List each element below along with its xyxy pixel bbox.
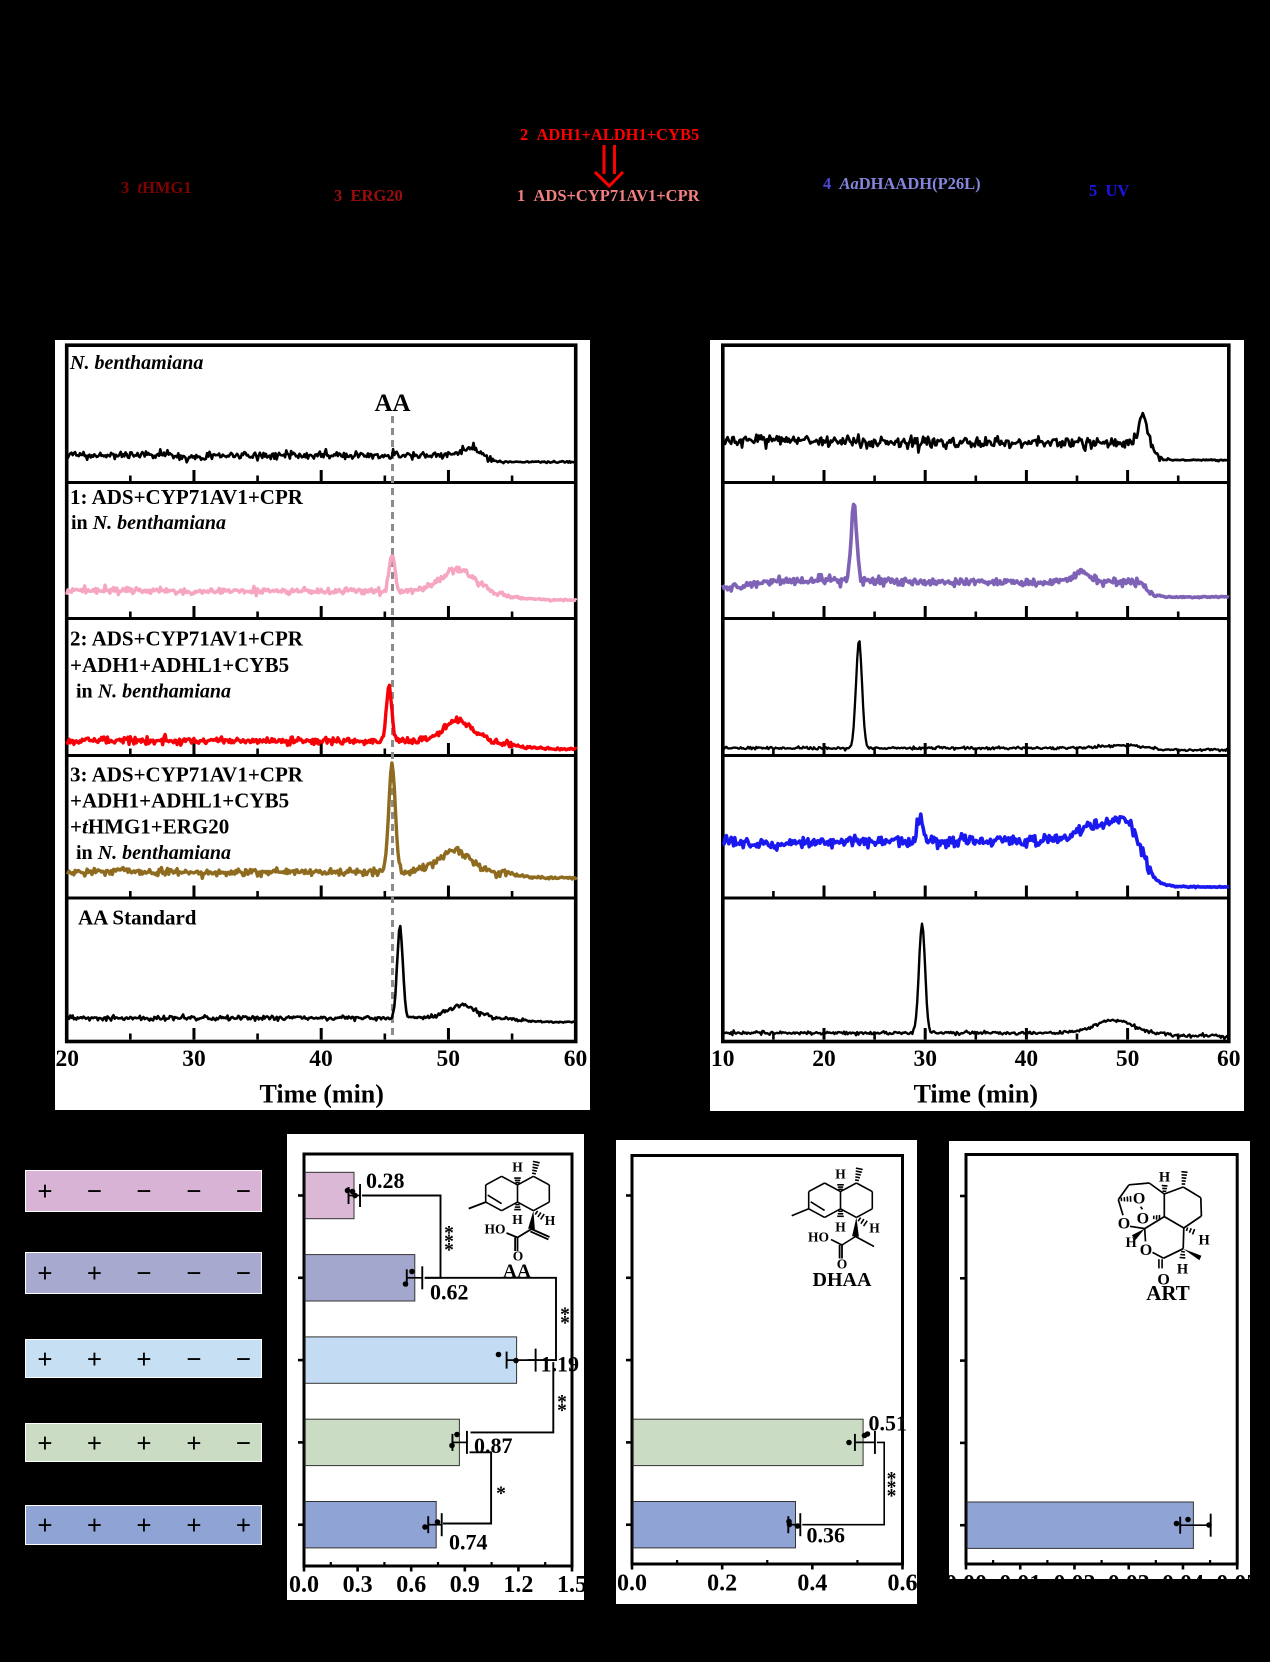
svg-text:DHAA: DHAA: [813, 1269, 872, 1291]
svg-text:H: H: [512, 1212, 523, 1227]
svg-text:H: H: [835, 1167, 846, 1182]
svg-text:50: 50: [437, 1046, 461, 1072]
svg-text:AA: AA: [374, 390, 410, 417]
svg-text:1.19: 1.19: [540, 1352, 579, 1377]
svg-text:40: 40: [309, 1046, 333, 1072]
svg-text:0.87: 0.87: [474, 1433, 513, 1458]
svg-text:0.3: 0.3: [342, 1572, 372, 1598]
svg-text:0.6: 0.6: [888, 1571, 917, 1597]
svg-text:0.05: 0.05: [1216, 1571, 1250, 1579]
svg-text:in N. benthamiana: in N. benthamiana: [76, 842, 231, 864]
svg-text:O: O: [1157, 1271, 1169, 1288]
svg-text:10: 10: [711, 1046, 735, 1072]
svg-text:*: *: [444, 1232, 454, 1253]
svg-text:0.4: 0.4: [797, 1571, 827, 1597]
svg-text:*: *: [444, 1223, 454, 1244]
svg-text:0.51: 0.51: [869, 1411, 908, 1436]
svg-text:Time (min): Time (min): [259, 1080, 383, 1109]
svg-text:*: *: [557, 1392, 567, 1413]
svg-text:*: *: [557, 1401, 567, 1422]
svg-text:+ADH1+ADHL1+CYB5: +ADH1+ADHL1+CYB5: [70, 653, 289, 677]
svg-text:0.36: 0.36: [807, 1523, 846, 1548]
svg-text:*: *: [560, 1313, 570, 1334]
svg-text:0.04: 0.04: [1161, 1571, 1203, 1579]
svg-text:3: ADS+CYP71AV1+CPR: 3: ADS+CYP71AV1+CPR: [70, 763, 304, 787]
svg-text:1.2: 1.2: [503, 1572, 533, 1598]
svg-text:30: 30: [182, 1046, 206, 1072]
svg-text:ART: ART: [1146, 1281, 1190, 1305]
svg-text:H: H: [835, 1220, 846, 1235]
svg-text:0.6: 0.6: [396, 1572, 426, 1598]
svg-text:1.5: 1.5: [557, 1572, 585, 1598]
svg-text:in N. benthamiana: in N. benthamiana: [71, 512, 226, 534]
svg-text:AA Standard: AA Standard: [78, 906, 197, 930]
svg-text:HO: HO: [484, 1222, 505, 1237]
svg-text:O: O: [1117, 1215, 1129, 1232]
svg-text:N. benthamiana: N. benthamiana: [69, 352, 203, 374]
svg-text:O: O: [1132, 1190, 1144, 1207]
svg-text:40: 40: [1015, 1046, 1039, 1072]
svg-text:0.00: 0.00: [949, 1571, 987, 1579]
svg-text:1: ADS+CYP71AV1+CPR: 1: ADS+CYP71AV1+CPR: [70, 485, 304, 509]
svg-text:50: 50: [1116, 1046, 1140, 1072]
svg-text:O: O: [512, 1249, 523, 1264]
svg-text:0.2: 0.2: [707, 1571, 737, 1597]
svg-text:*: *: [444, 1240, 454, 1261]
svg-text:0.03: 0.03: [1107, 1571, 1149, 1579]
svg-text:0.62: 0.62: [430, 1280, 469, 1305]
svg-text:*: *: [887, 1469, 897, 1490]
svg-text:H: H: [1125, 1235, 1137, 1251]
svg-text:*: *: [887, 1486, 897, 1507]
svg-text:20: 20: [56, 1046, 80, 1072]
svg-text:O: O: [837, 1257, 848, 1272]
svg-text:*: *: [496, 1484, 506, 1505]
svg-text:+tHMG1+ERG20: +tHMG1+ERG20: [70, 815, 229, 839]
svg-text:in N. benthamiana: in N. benthamiana: [76, 681, 231, 703]
svg-text:H: H: [512, 1160, 523, 1175]
svg-text:0.01: 0.01: [999, 1571, 1041, 1579]
svg-text:0.9: 0.9: [449, 1572, 479, 1598]
svg-text:*: *: [887, 1478, 897, 1499]
svg-text:30: 30: [913, 1046, 937, 1072]
svg-text:H: H: [869, 1221, 880, 1236]
svg-text:H: H: [1198, 1232, 1210, 1248]
svg-text:H: H: [544, 1213, 555, 1228]
svg-text:0.0: 0.0: [617, 1571, 647, 1597]
svg-text:2: ADS+CYP71AV1+CPR: 2: ADS+CYP71AV1+CPR: [70, 627, 304, 651]
svg-text:+ADH1+ADHL1+CYB5: +ADH1+ADHL1+CYB5: [70, 789, 289, 813]
svg-text:0.74: 0.74: [449, 1530, 488, 1555]
svg-text:0.28: 0.28: [366, 1168, 405, 1193]
svg-text:Time (min): Time (min): [914, 1080, 1038, 1109]
svg-text:20: 20: [812, 1046, 836, 1072]
svg-text:0.0: 0.0: [289, 1572, 319, 1598]
svg-text:H: H: [1176, 1261, 1188, 1277]
svg-text:H: H: [1158, 1169, 1170, 1185]
svg-text:O: O: [1139, 1241, 1151, 1258]
svg-text:AA: AA: [502, 1262, 530, 1283]
svg-text:O: O: [1136, 1210, 1148, 1227]
svg-text:HO: HO: [808, 1230, 829, 1245]
svg-text:0.02: 0.02: [1053, 1571, 1095, 1579]
svg-text:*: *: [560, 1305, 570, 1326]
svg-text:60: 60: [1217, 1046, 1241, 1072]
svg-text:60: 60: [564, 1046, 588, 1072]
